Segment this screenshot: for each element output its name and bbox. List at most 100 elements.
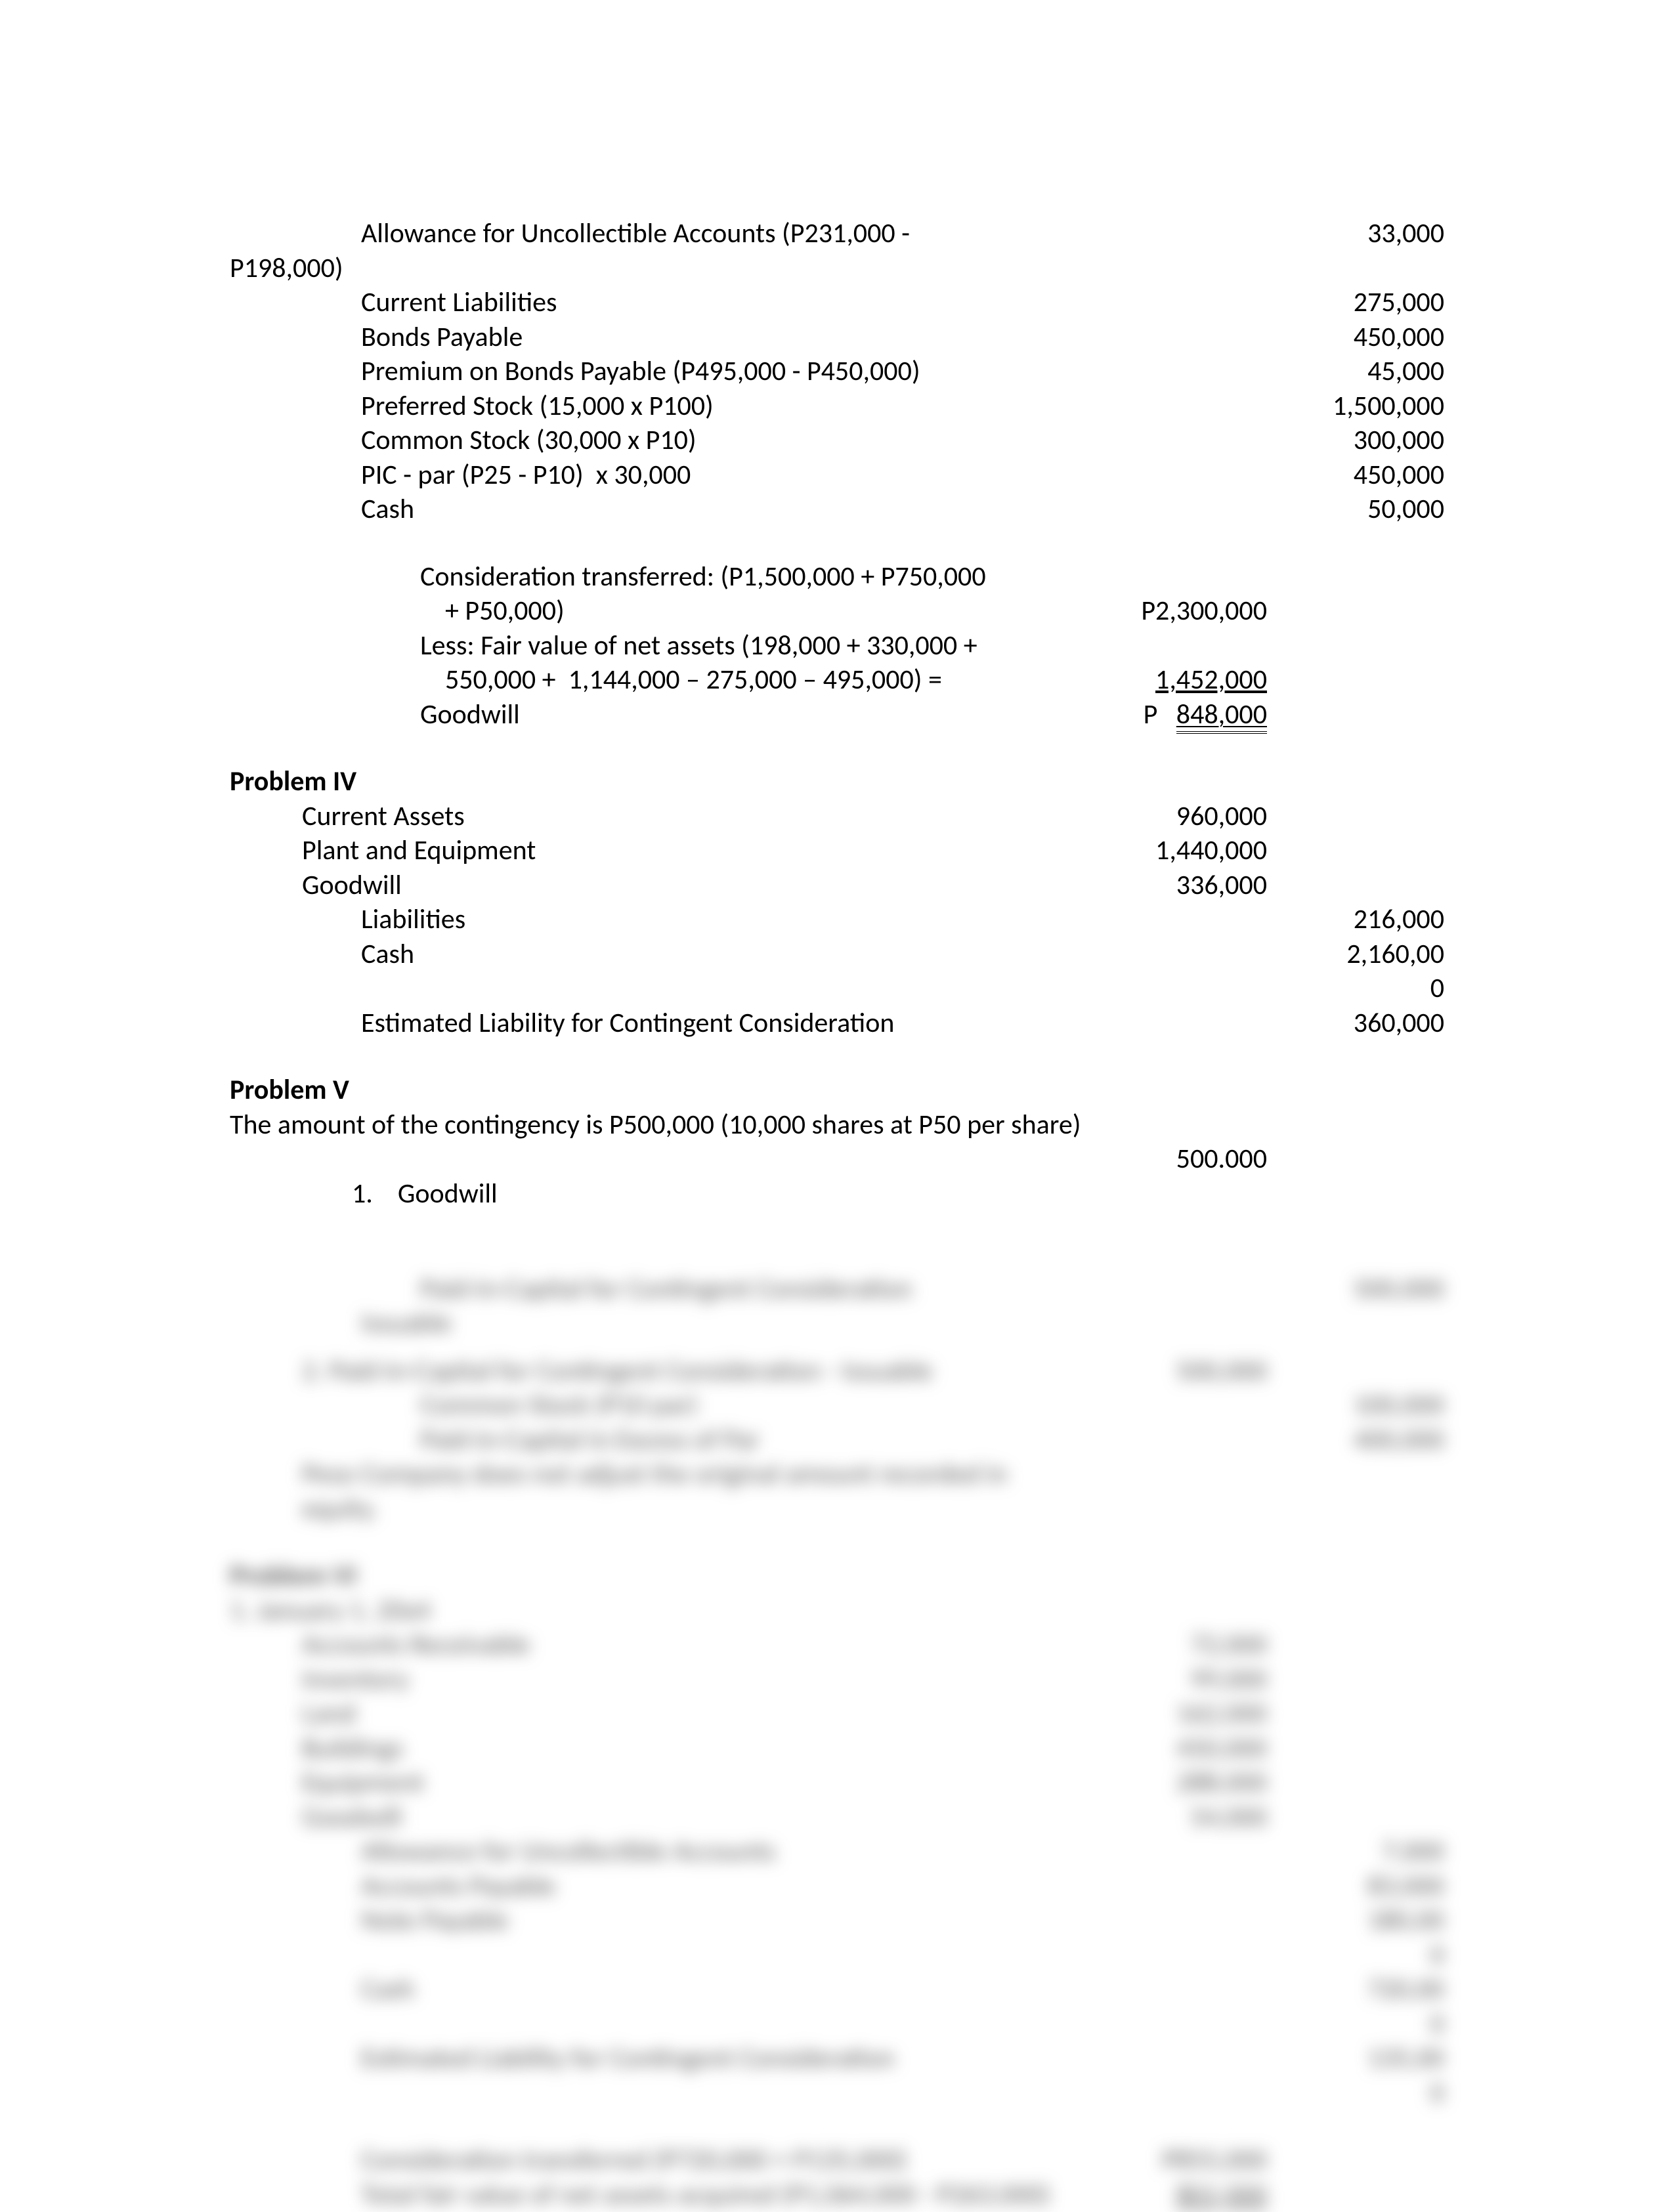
desc: Preferred Stock (15,000 x P100) (230, 389, 1070, 424)
desc: Cash (230, 492, 1070, 527)
problem-vi-title: Problem VI (230, 1559, 1444, 1594)
spacer (230, 732, 1444, 765)
col1: 1,452,000 (1070, 663, 1267, 698)
col1 (1070, 354, 1267, 389)
col2: 360,000 (1267, 1006, 1444, 1041)
desc: Common Stock (30,000 x P10) (230, 423, 1070, 458)
col2: 450,000 (1267, 320, 1444, 355)
blurred-content: Paid-in-Capital for Contingent Considera… (230, 1272, 1444, 2212)
col1 (1070, 937, 1267, 972)
col2: 33,000 (1267, 217, 1444, 251)
col1 (1070, 903, 1267, 937)
col2: 50,000 (1267, 492, 1444, 527)
problem-iv-title: Problem IV (230, 765, 1444, 799)
problem-v: Problem V The amount of the contingency … (230, 1073, 1444, 2212)
col2 (1267, 698, 1444, 733)
col2: 216,000 (1267, 903, 1444, 937)
col1 (1070, 560, 1267, 595)
col1: 336,000 (1070, 868, 1267, 903)
line: 1. Goodwill 500.000 (230, 1142, 1444, 1246)
desc: P198,000) (230, 251, 1070, 286)
col1 (1070, 286, 1267, 320)
problem-v-title: Problem V (230, 1073, 1444, 1108)
line: Current Assets 960,000 (230, 799, 1444, 834)
line: Cash 50,000 (230, 492, 1444, 527)
desc: 550,000 + 1,144,000 – 275,000 – 495,000)… (230, 663, 1070, 698)
col2: 0 (1267, 971, 1444, 1006)
line: P198,000) (230, 251, 1444, 286)
col1 (1070, 389, 1267, 424)
line: Liabilities 216,000 (230, 903, 1444, 937)
col2 (1267, 834, 1444, 868)
col1 (1070, 217, 1267, 251)
line: Allowance for Uncollectible Accounts (P2… (230, 217, 1444, 251)
col1: 960,000 (1070, 799, 1267, 834)
desc: Consideration transferred: (P1,500,000 +… (230, 560, 1070, 595)
spacer (230, 1040, 1444, 1073)
desc: Liabilities (230, 903, 1070, 937)
col1: P 848,000 (1070, 698, 1267, 733)
line: Cash 2,160,00 (230, 937, 1444, 972)
line: Preferred Stock (15,000 x P100) 1,500,00… (230, 389, 1444, 424)
col2: 1,500,000 (1267, 389, 1444, 424)
col2: 275,000 (1267, 286, 1444, 320)
col2: 45,000 (1267, 354, 1444, 389)
col2 (1267, 629, 1444, 664)
desc: Current Liabilities (230, 286, 1070, 320)
desc: Current Assets (230, 799, 1070, 834)
desc: Estimated Liability for Contingent Consi… (230, 1006, 1070, 1041)
col2 (1267, 868, 1444, 903)
top-block: Allowance for Uncollectible Accounts (P2… (230, 217, 1444, 732)
col1 (1070, 458, 1267, 493)
problem-v-intro: The amount of the contingency is P500,00… (230, 1108, 1444, 1143)
col2: 450,000 (1267, 458, 1444, 493)
col2 (1267, 1142, 1444, 1246)
desc: Cash (230, 937, 1070, 972)
desc: Less: Fair value of net assets (198,000 … (230, 629, 1070, 664)
col1 (1070, 1006, 1267, 1041)
desc: 1. Goodwill (230, 1142, 1070, 1246)
col2: 2,160,00 (1267, 937, 1444, 972)
col1 (1070, 629, 1267, 664)
col2 (1267, 663, 1444, 698)
line: Consideration transferred: (P1,500,000 +… (230, 560, 1444, 595)
col2 (1267, 594, 1444, 629)
document-page: Allowance for Uncollectible Accounts (P2… (0, 0, 1674, 2166)
item-desc: Goodwill (398, 1177, 498, 1210)
line: Bonds Payable 450,000 (230, 320, 1444, 355)
desc: Premium on Bonds Payable (P495,000 - P45… (230, 354, 1070, 389)
col1 (1070, 320, 1267, 355)
desc: PIC - par (P25 - P10) x 30,000 (230, 458, 1070, 493)
line: Goodwill P 848,000 (230, 698, 1444, 733)
line: PIC - par (P25 - P10) x 30,000 450,000 (230, 458, 1444, 493)
problem-iv: Problem IV Current Assets 960,000 Plant … (230, 765, 1444, 1040)
line: Goodwill 336,000 (230, 868, 1444, 903)
col2 (1267, 251, 1444, 286)
col2 (1267, 560, 1444, 595)
desc: Allowance for Uncollectible Accounts (P2… (230, 217, 1070, 251)
problem-vi-sub: 1. January 1, 20x4 (230, 1594, 1444, 1628)
desc: + P50,000) (230, 594, 1070, 629)
line: Less: Fair value of net assets (198,000 … (230, 629, 1444, 664)
line: Premium on Bonds Payable (P495,000 - P45… (230, 354, 1444, 389)
line: Common Stock (30,000 x P10) 300,000 (230, 423, 1444, 458)
desc: Bonds Payable (230, 320, 1070, 355)
col2: 300,000 (1267, 423, 1444, 458)
col2 (1267, 799, 1444, 834)
col1 (1070, 492, 1267, 527)
item-number: 1. (352, 1177, 373, 1210)
desc: Goodwill (230, 698, 1070, 733)
col1: 500.000 (1070, 1142, 1267, 1246)
desc: Plant and Equipment (230, 834, 1070, 868)
col1 (1070, 423, 1267, 458)
col1: 1,440,000 (1070, 834, 1267, 868)
line: 0 (230, 971, 1444, 1006)
col1 (1070, 251, 1267, 286)
line: Plant and Equipment 1,440,000 (230, 834, 1444, 868)
line: Current Liabilities 275,000 (230, 286, 1444, 320)
desc (230, 971, 1070, 1006)
spacer (230, 527, 1444, 560)
col1 (1070, 971, 1267, 1006)
line: Estimated Liability for Contingent Consi… (230, 1006, 1444, 1041)
line: + P50,000) P2,300,000 (230, 594, 1444, 629)
